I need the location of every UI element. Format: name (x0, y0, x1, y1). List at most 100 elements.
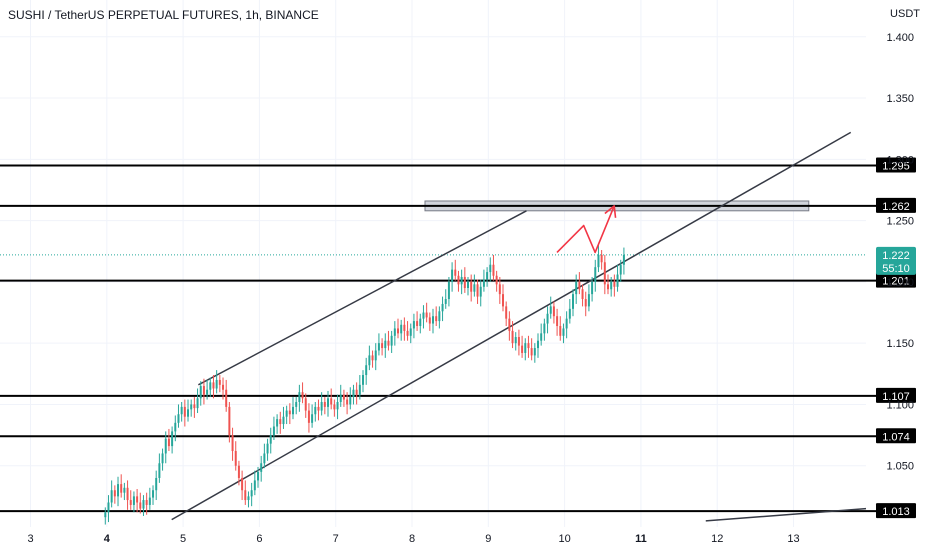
level-label: 1.107 (882, 391, 910, 403)
x-tick-label: 8 (409, 533, 415, 545)
candle-body (250, 490, 253, 497)
candle-body (136, 496, 139, 503)
candle-body (132, 496, 135, 505)
candle-body (352, 389, 355, 398)
candle-body (397, 328, 400, 334)
candle-body (454, 269, 457, 276)
candle-body (409, 328, 412, 336)
candle-body (508, 318, 511, 331)
candle-body (412, 321, 415, 329)
candle-body (145, 500, 148, 505)
x-tick-label: 3 (27, 533, 33, 545)
candle-body (575, 281, 578, 295)
y-tick-label: 1.050 (886, 461, 914, 473)
level-label: 1.201 (882, 276, 910, 288)
candle-body (183, 406, 186, 417)
y-tick-label: 1.250 (886, 216, 914, 228)
x-tick-label: 10 (558, 533, 570, 545)
candle-body (419, 318, 422, 327)
candle-body (505, 306, 508, 319)
countdown-label: 55:10 (882, 263, 910, 275)
candle-body (467, 281, 470, 289)
candle-body (495, 275, 498, 285)
candle-body (231, 435, 234, 452)
price-axis[interactable]: 1.400 1.350 1.300 1.250 1.200 1.150 1.100 1.050 (886, 32, 914, 473)
candle-body (616, 274, 619, 287)
currency-label: USDT (890, 8, 920, 20)
candle-body (524, 343, 527, 353)
candle-body (123, 487, 126, 493)
channel-line (198, 210, 527, 386)
candle-body (600, 254, 603, 263)
candle-body (441, 303, 444, 312)
candle-body (209, 382, 212, 390)
y-tick-label: 1.150 (886, 338, 914, 350)
candle-body (301, 392, 304, 399)
grid (0, 0, 866, 527)
y-tick-label: 1.100 (886, 399, 914, 411)
candle-body (292, 406, 295, 415)
candle-body (126, 487, 129, 501)
candle-body (139, 502, 142, 509)
candle-body (470, 281, 473, 292)
time-axis[interactable]: 3 4 5 6 7 8 9 10 11 12 13 (27, 533, 799, 545)
candlestick-series (104, 245, 625, 525)
candle-body (498, 284, 501, 295)
candle-body (174, 422, 177, 432)
candle-body (199, 386, 202, 399)
candle-body (489, 264, 492, 273)
candle-body (622, 254, 625, 265)
candle-body (514, 337, 517, 344)
candle-body (311, 414, 314, 423)
candle-body (202, 386, 205, 395)
candle-body (193, 404, 196, 409)
candle-body (537, 340, 540, 349)
chart-title: SUSHI / TetherUS PERPETUAL FUTURES, 1h, … (8, 8, 319, 22)
candle-body (425, 312, 428, 318)
y-tick-label: 1.350 (886, 93, 914, 105)
candle-body (556, 316, 559, 327)
candle-body (314, 406, 317, 415)
candle-body (597, 254, 600, 268)
candle-body (346, 399, 349, 405)
candle-body (587, 294, 590, 307)
candle-body (279, 419, 282, 425)
candle-body (562, 328, 565, 336)
candle-body (266, 443, 269, 454)
candle-body (552, 306, 555, 317)
candle-body (521, 345, 524, 353)
candle-body (438, 311, 441, 322)
candle-body (463, 276, 466, 289)
candle-body (237, 465, 240, 478)
candle-body (320, 401, 323, 411)
candle-body (374, 350, 377, 361)
candle-body (155, 477, 158, 491)
level-label: 1.295 (882, 160, 910, 172)
candle-body (288, 410, 291, 415)
candle-body (613, 281, 616, 287)
candle-body (371, 355, 374, 361)
candle-body (333, 404, 336, 410)
candle-body (578, 281, 581, 290)
candle-body (422, 312, 425, 319)
projection-path[interactable] (556, 205, 617, 254)
trend-channel[interactable] (171, 131, 867, 522)
candle-body (447, 281, 450, 300)
candle-body (190, 404, 193, 410)
candle-body (435, 316, 438, 322)
candle-body (610, 281, 613, 290)
candle-body (403, 324, 406, 331)
channel-line (171, 131, 852, 521)
candle-body (304, 398, 307, 411)
candle-body (543, 323, 546, 334)
candle-body (330, 398, 333, 405)
candle-body (355, 389, 358, 395)
candle-body (502, 294, 505, 307)
candle-body (152, 490, 155, 498)
level-label: 1.262 (882, 201, 910, 213)
y-tick-label: 1.200 (886, 277, 914, 289)
level-label-box (876, 428, 916, 444)
candle-body (476, 284, 479, 297)
